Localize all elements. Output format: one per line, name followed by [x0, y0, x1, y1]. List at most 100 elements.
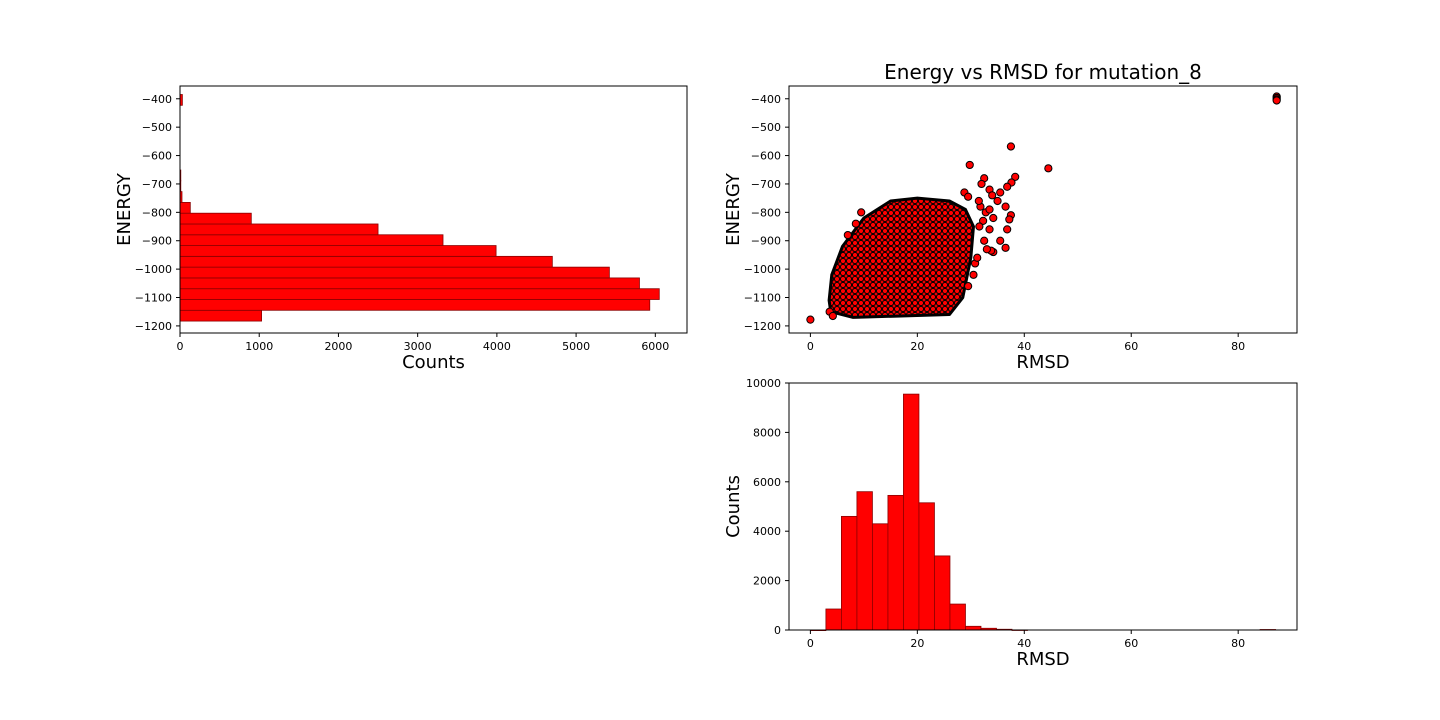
- x-tick-label: 80: [1231, 637, 1245, 650]
- x-tick-label: 0: [177, 340, 184, 353]
- scatter-point: [843, 230, 852, 240]
- y-tick-label: −1000: [135, 263, 172, 276]
- x-tick-label: 20: [910, 340, 924, 353]
- scatter-point: [985, 205, 994, 214]
- scatter-point: [996, 236, 1005, 245]
- x-tick-label: 60: [1124, 340, 1138, 353]
- histogram-bar: [965, 625, 982, 631]
- y-axis-label: ENERGY: [723, 172, 744, 246]
- scatter-point: [964, 192, 973, 201]
- scatter-point: [977, 179, 986, 189]
- scatter-point: [993, 196, 1002, 206]
- x-tick-label: 0: [807, 637, 814, 650]
- scatter-point: [1003, 225, 1012, 234]
- scatter-point: [1272, 96, 1281, 105]
- scatter-point: [974, 196, 983, 206]
- y-tick-label: −800: [751, 206, 781, 219]
- histogram-bar: [179, 212, 252, 225]
- x-tick-label: 6000: [641, 340, 669, 353]
- scatter-point: [1003, 182, 1012, 191]
- histogram-bar: [179, 234, 444, 246]
- y-tick-label: −1100: [135, 292, 172, 305]
- x-tick-label: 40: [1017, 340, 1031, 353]
- y-axis-label: ENERGY: [114, 172, 135, 246]
- scatter-point: [969, 270, 978, 279]
- histogram-bar: [179, 255, 553, 268]
- y-tick-label: −1100: [744, 292, 781, 305]
- histogram-bar: [872, 523, 889, 631]
- y-tick-label: −700: [751, 178, 781, 191]
- histogram-bar: [179, 202, 191, 214]
- histogram-bar: [179, 277, 640, 290]
- scatter-point: [857, 208, 866, 217]
- histogram-bar: [903, 393, 920, 631]
- scatter-point: [975, 222, 984, 231]
- y-tick-label: −1200: [135, 320, 172, 333]
- x-tick-label: 0: [807, 340, 814, 353]
- scatter-point: [1001, 202, 1010, 211]
- rmsd-histogram-panel: 0 20 40 60 80 0 2000 4000 6000 8000 10000 RMSD Count…: [723, 377, 1298, 670]
- y-tick-label: −500: [142, 121, 172, 134]
- scatter-point: [985, 225, 994, 234]
- y-tick-label: 4000: [753, 525, 781, 538]
- y-tick-label: −400: [142, 93, 172, 106]
- y-tick-label: −500: [751, 121, 781, 134]
- x-tick-label: 60: [1124, 637, 1138, 650]
- y-tick-label: −1000: [744, 263, 781, 276]
- scatter-point: [996, 188, 1005, 197]
- scatter-point: [979, 216, 988, 225]
- x-tick-label: 5000: [562, 340, 590, 353]
- scatter-point: [988, 191, 997, 200]
- y-tick-label: 8000: [753, 426, 781, 439]
- y-tick-label: −400: [751, 93, 781, 106]
- scatter-point: [806, 315, 815, 324]
- x-tick-label: 40: [1017, 637, 1031, 650]
- scatter-point: [982, 245, 991, 254]
- histogram-bar: [825, 608, 842, 631]
- histogram-bar: [949, 603, 966, 631]
- energy-histogram-panel: 0 1000 2000 3000 4000 5000 6000 −1200 −1100 −1000…: [114, 85, 688, 373]
- plot-frame: [179, 85, 688, 334]
- x-axis-label: RMSD: [1016, 352, 1069, 373]
- histogram-bar: [918, 502, 935, 631]
- scatter-point: [1011, 172, 1020, 181]
- histogram-bar: [841, 515, 858, 631]
- x-tick-label: 4000: [483, 340, 511, 353]
- histogram-bar: [934, 555, 951, 631]
- scatter-point: [1044, 164, 1053, 173]
- y-tick-label: −600: [142, 150, 172, 163]
- scatter-point: [851, 219, 860, 228]
- scatter-point: [980, 236, 989, 245]
- scatter-point: [1005, 215, 1014, 224]
- x-tick-label: 3000: [404, 340, 432, 353]
- y-tick-label: −800: [142, 206, 172, 219]
- histogram-bar: [179, 245, 497, 257]
- x-tick-label: 2000: [324, 340, 352, 353]
- energy-vs-rmsd-scatter-panel: 0 20 40 60 80 −1200 −1100 −1000 −900 −800 −700 −600…: [723, 60, 1298, 373]
- y-tick-label: 2000: [753, 575, 781, 588]
- y-tick-label: −900: [751, 235, 781, 248]
- histogram-bar: [179, 266, 610, 279]
- histogram-bar: [179, 223, 379, 236]
- x-tick-label: 20: [910, 637, 924, 650]
- scatter-point: [965, 160, 974, 170]
- scatter-dense-cloud: [827, 196, 975, 319]
- histogram-bar: [179, 288, 660, 300]
- x-axis-label: RMSD: [1016, 649, 1069, 670]
- y-tick-label: −700: [142, 178, 172, 191]
- plot-frame: [788, 382, 1298, 631]
- scatter-point: [989, 213, 998, 223]
- y-tick-label: 0: [774, 624, 781, 637]
- y-tick-label: −600: [751, 150, 781, 163]
- histogram-bar: [179, 299, 651, 311]
- plot-frame: [788, 85, 1298, 334]
- scatter-point: [1006, 142, 1016, 151]
- y-axis-label: Counts: [723, 475, 744, 538]
- y-tick-label: −900: [142, 235, 172, 248]
- y-tick-label: −1200: [744, 320, 781, 333]
- scatter-point: [964, 282, 973, 291]
- y-tick-label: 6000: [753, 476, 781, 489]
- scatter-point: [1001, 243, 1010, 252]
- histogram-bar: [887, 494, 904, 631]
